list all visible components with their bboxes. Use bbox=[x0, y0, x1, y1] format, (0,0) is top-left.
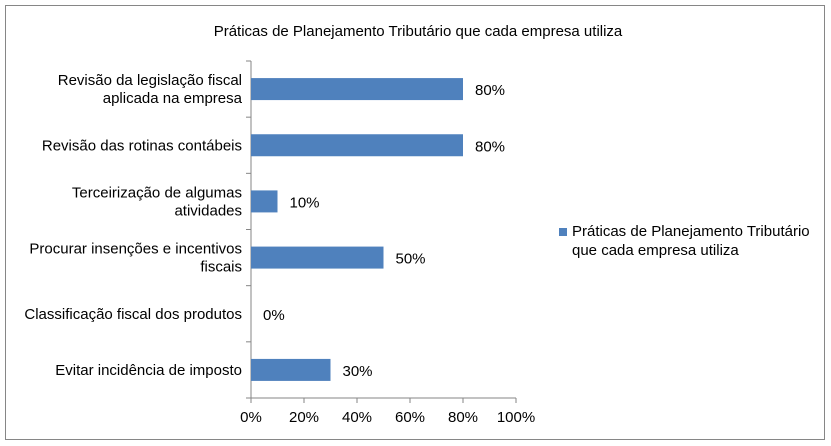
data-label: 30% bbox=[343, 363, 373, 380]
legend-label: Práticas de Planejamento Tributário que c… bbox=[572, 223, 810, 259]
category-label: Procurar insenções e incentivos fiscais bbox=[29, 241, 242, 276]
bar bbox=[251, 78, 463, 101]
axes bbox=[246, 60, 517, 403]
data-labels: 80% 80% 10% 50% 0% 30% bbox=[263, 82, 505, 380]
data-label: 0% bbox=[263, 307, 285, 324]
x-tick-labels: 0% 20% 40% 60% 80% 100% bbox=[240, 409, 535, 426]
category-label: Evitar incidência de imposto bbox=[55, 362, 242, 379]
chart-title: Práticas de Planejamento Tributário que … bbox=[214, 23, 623, 40]
category-label: Revisão das rotinas contábeis bbox=[42, 137, 242, 154]
bar-chart: Práticas de Planejamento Tributário que … bbox=[24, 23, 810, 426]
data-label: 80% bbox=[475, 82, 505, 99]
x-tick-label: 80% bbox=[448, 409, 478, 426]
chart-frame: Práticas de Planejamento Tributário que … bbox=[5, 5, 825, 440]
x-tick-label: 0% bbox=[240, 409, 262, 426]
bar bbox=[251, 358, 331, 381]
legend-swatch bbox=[559, 228, 567, 236]
legend: Práticas de Planejamento Tributário que c… bbox=[559, 223, 810, 259]
category-label: Revisão da legislação fiscal aplicada na … bbox=[58, 72, 243, 107]
bar bbox=[251, 134, 463, 157]
x-tick-label: 60% bbox=[395, 409, 425, 426]
category-label: Terceirização de algumas atividades bbox=[72, 184, 242, 219]
bar bbox=[251, 190, 278, 213]
category-label: Classificação fiscal dos produtos bbox=[24, 306, 242, 323]
bar bbox=[251, 246, 384, 269]
x-tick-label: 100% bbox=[497, 409, 535, 426]
x-tick-label: 20% bbox=[289, 409, 319, 426]
category-labels: Revisão da legislação fiscal aplicada na … bbox=[24, 72, 242, 379]
bars bbox=[251, 78, 463, 381]
x-tick-label: 40% bbox=[342, 409, 372, 426]
data-label: 50% bbox=[396, 251, 426, 268]
data-label: 10% bbox=[290, 194, 320, 211]
data-label: 80% bbox=[475, 138, 505, 155]
